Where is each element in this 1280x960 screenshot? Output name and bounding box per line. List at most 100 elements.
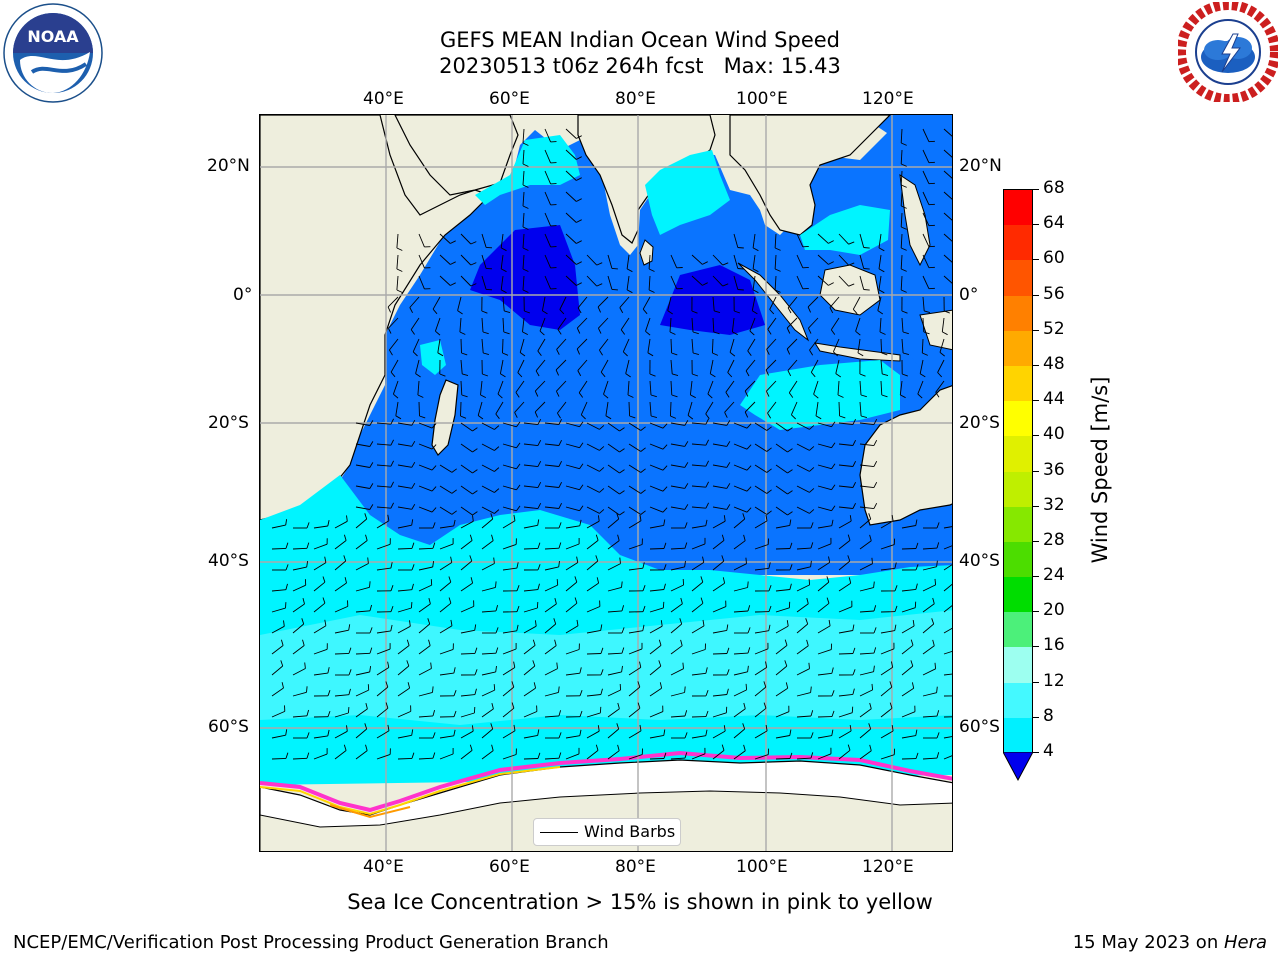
- wind-barb-feather: [891, 725, 894, 732]
- wind-barb-feather: [347, 707, 350, 714]
- wind-barb-feather: [494, 446, 500, 451]
- wind-barb: [670, 422, 685, 426]
- wind-barb: [607, 464, 620, 474]
- arabia-land: [394, 115, 519, 196]
- wind-barb: [648, 275, 651, 291]
- wind-barb-feather: [415, 373, 421, 378]
- colorbar-tick: [1033, 540, 1039, 542]
- wind-barb-feather: [808, 662, 810, 669]
- wind-barb-feather: [576, 556, 579, 563]
- wind-barb-feather: [369, 627, 373, 634]
- wind-barb-feather: [535, 370, 540, 377]
- wind-barb: [397, 524, 412, 529]
- wind-barb: [787, 359, 798, 371]
- colorbar-tick: [1033, 505, 1039, 507]
- wind-barb: [733, 443, 748, 450]
- wind-barb-feather: [558, 522, 562, 529]
- wind-barb-feather: [915, 564, 919, 571]
- wind-barb: [859, 750, 872, 760]
- wind-barb-feather: [684, 542, 688, 549]
- wind-barb-feather: [369, 666, 372, 673]
- wind-barb-feather: [369, 604, 373, 611]
- wind-barb-feather: [807, 306, 812, 313]
- wind-barb: [334, 652, 350, 655]
- wind-barb-feather: [702, 261, 708, 265]
- wind-barb-feather: [671, 394, 678, 398]
- wind-barb-feather: [369, 483, 374, 489]
- wind-barb: [576, 317, 588, 329]
- wind-barb-feather: [789, 564, 793, 571]
- wind-barb: [292, 645, 305, 655]
- wind-barb-feather: [453, 710, 457, 717]
- wind-barb-feather: [828, 240, 834, 244]
- wind-barb-feather: [579, 421, 584, 427]
- colorbar-tick-label: 8: [1043, 705, 1054, 726]
- wind-barb: [355, 689, 369, 697]
- wind-barb: [775, 548, 791, 550]
- wind-barb-feather: [911, 682, 915, 689]
- wind-barb: [765, 359, 777, 371]
- wind-barb: [937, 359, 945, 373]
- wind-barb-feather: [763, 681, 767, 688]
- wind-barb: [838, 712, 853, 718]
- wind-barb: [523, 665, 536, 676]
- wind-barb-feather: [830, 329, 836, 335]
- wind-barb-feather: [743, 534, 746, 541]
- colorbar-tick: [1033, 611, 1039, 613]
- colorbar-label: Wind Speed [m/s]: [1088, 376, 1112, 564]
- wind-barb: [832, 338, 840, 352]
- wind-barb: [460, 422, 473, 432]
- wind-barb: [754, 567, 769, 571]
- wind-barb-feather: [599, 488, 605, 493]
- wind-barb-feather: [537, 729, 540, 736]
- wind-barb: [649, 734, 664, 739]
- wind-barb: [397, 547, 413, 550]
- wind-barb: [790, 401, 798, 415]
- wind-barb-feather: [692, 331, 699, 335]
- wind-barb-feather: [306, 561, 309, 568]
- wind-barb: [271, 734, 286, 739]
- wind-barb-feather: [369, 581, 371, 588]
- wind-barb-feather: [448, 597, 452, 604]
- wind-barb: [519, 338, 525, 353]
- wind-barb-feather: [932, 639, 935, 646]
- wind-barb-feather: [450, 556, 453, 563]
- wind-barb: [838, 560, 851, 571]
- wind-barb-feather: [409, 620, 411, 627]
- wind-barb-feather: [737, 289, 744, 291]
- nws-logo: [1176, 0, 1280, 104]
- wind-barb: [922, 603, 935, 613]
- wind-barb: [376, 730, 390, 739]
- wind-barb-feather: [873, 581, 875, 588]
- wind-barb: [859, 464, 874, 468]
- wind-barb: [396, 233, 399, 249]
- wind-barb: [859, 563, 873, 571]
- footer-right: 15 May 2023 on Hera: [1073, 932, 1267, 953]
- footer-date: 15 May 2023 on: [1072, 932, 1224, 953]
- wind-barb: [838, 693, 853, 697]
- sea-ice-edge-yellow: [260, 766, 561, 816]
- wind-barb: [817, 254, 829, 265]
- wind-barb: [565, 649, 580, 655]
- wind-barb-feather: [576, 327, 581, 334]
- wind-barb-feather: [576, 135, 582, 139]
- borneo-land: [819, 264, 881, 316]
- wind-barb: [817, 422, 832, 428]
- wind-barb: [877, 296, 882, 311]
- wind-barb: [502, 317, 505, 333]
- wind-barb-feather: [367, 557, 369, 564]
- wind-barb-feather: [640, 468, 646, 473]
- wind-barb-feather: [516, 484, 521, 491]
- wind-barb: [481, 317, 484, 333]
- wind-barb-feather: [765, 514, 768, 521]
- wind-barb: [775, 645, 788, 655]
- wind-barb: [669, 401, 672, 417]
- wind-barb-feather: [787, 307, 792, 314]
- wind-barb: [607, 708, 620, 718]
- colorbar-tick: [1033, 646, 1039, 648]
- wind-barb-feather: [721, 744, 725, 751]
- wind-barb-feather: [931, 618, 935, 625]
- wind-barb-feather: [348, 688, 351, 695]
- wind-barb-feather: [847, 555, 851, 562]
- wind-barb-feather: [600, 688, 603, 695]
